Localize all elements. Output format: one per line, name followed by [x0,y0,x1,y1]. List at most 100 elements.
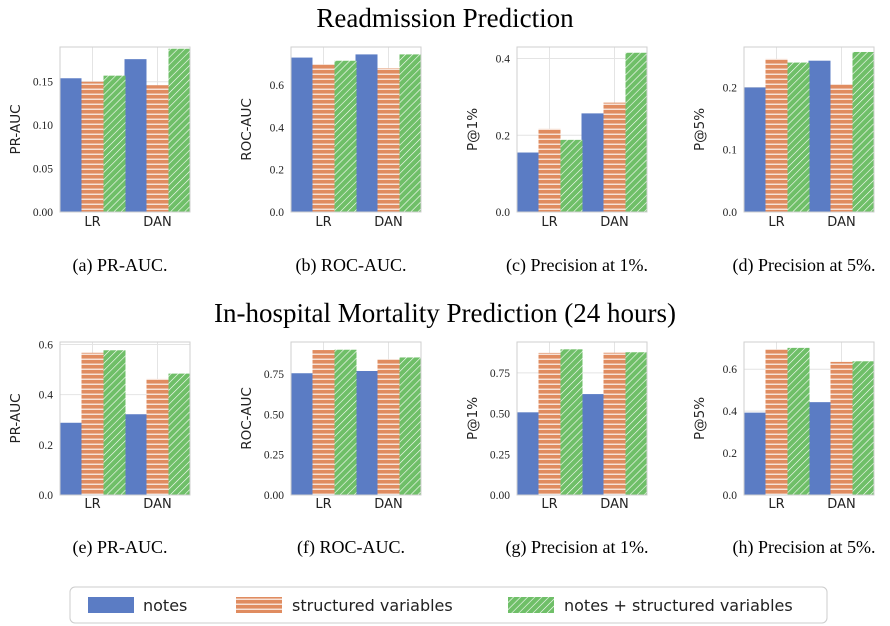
bar-combined [103,75,126,212]
y-tick-label: 0.2 [39,440,54,452]
bar-structured [603,102,626,212]
section-title-mortality: In-hospital Mortality Prediction (24 hou… [214,298,676,328]
chart-panel-3: 0.0 0.2 0.4 LR DAN P@1% (c) Precision at 1%. [465,46,648,276]
plot-frame [516,341,648,496]
bar-notes [808,60,831,212]
y-axis-label: PR-AUC [8,104,24,154]
y-axis-label: P@5% [692,108,708,151]
bar-notes [355,370,378,495]
bar-notes [290,373,313,495]
plot-frame [290,46,422,213]
bar-combined [168,48,191,212]
chart-panel-2: 0.0 0.2 0.4 0.6 LR DAN ROC-AUC (b) ROC-AUC. [239,46,422,276]
y-tick-label: 0.2 [723,448,738,460]
bar-structured [377,68,400,213]
bar-notes [124,414,147,495]
y-tick-label: 0.0 [723,490,738,502]
y-tick-label: 0.00 [33,207,53,219]
y-axis-label: ROC-AUC [239,387,255,450]
x-tick-label: DAN [827,497,855,512]
bar-combined [560,139,583,212]
bar-structured [765,349,788,495]
y-tick-label: 0.25 [490,449,510,461]
plot-frame [743,341,875,496]
chart-caption: (c) Precision at 1%. [506,255,648,276]
chart-panel-4: 0.0 0.1 0.2 LR DAN P@5% (d) Precision at 5%. [692,46,875,276]
bar-notes [290,57,313,213]
bar-structured [81,81,104,212]
y-tick-label: 0.00 [490,490,510,502]
chart-caption: (h) Precision at 5%. [733,537,876,558]
plot-frame [59,46,191,213]
bar-structured [146,85,169,212]
legend-label-notes: notes [143,596,187,615]
plot-frame [59,341,191,496]
bar-notes [59,78,82,213]
legend-label-combined: notes + structured variables [564,596,793,615]
y-tick-label: 0.50 [490,409,510,421]
chart-panel-8: 0.0 0.2 0.4 0.6 LR DAN P@5% (h) Precision at 5%… [692,341,876,558]
bar-structured [146,378,169,495]
y-tick-label: 0.10 [33,120,53,132]
chart-panel-6: 0.00 0.25 0.50 0.75 LR DAN ROC-AUC (f) ROC-AUC. [239,341,422,558]
y-tick-label: 0.0 [270,207,285,219]
plot-frame [290,341,422,496]
y-tick-label: 0.0 [496,207,511,219]
x-tick-label: DAN [374,497,402,512]
legend-frame [69,586,828,624]
x-tick-label: LR [84,497,100,512]
x-tick-label: LR [84,215,100,230]
bar-combined [560,349,583,495]
bar-combined [625,352,648,495]
x-tick-label: DAN [143,497,171,512]
x-tick-label: DAN [600,497,628,512]
bar-structured [312,350,335,495]
x-tick-label: DAN [374,215,402,230]
chart-caption: (e) PR-AUC. [73,537,168,558]
bar-notes [59,422,82,495]
bar-notes [516,152,539,212]
chart-caption: (g) Precision at 1%. [506,537,649,558]
y-tick-label: 0.25 [264,450,284,462]
y-tick-label: 0.75 [264,369,284,381]
chart-caption: (a) PR-AUC. [73,255,168,276]
bar-combined [787,347,810,495]
y-tick-label: 0.2 [270,165,285,177]
bar-notes [516,412,539,495]
bar-structured [603,352,626,495]
bar-notes [808,402,831,495]
y-tick-label: 0.6 [270,80,285,92]
x-tick-label: DAN [143,215,171,230]
section-title-readmission: Readmission Prediction [316,3,574,33]
bar-structured [538,352,561,495]
y-tick-label: 0.4 [496,54,511,66]
bar-structured [81,352,104,495]
plot-frame [743,46,875,213]
bar-structured [377,359,400,495]
chart-caption: (f) ROC-AUC. [297,537,405,558]
bar-structured [765,58,788,213]
x-tick-label: DAN [827,215,855,230]
y-axis-label: P@1% [465,108,481,151]
legend-swatch-structured [236,597,282,613]
x-tick-label: LR [768,215,784,230]
y-tick-label: 0.15 [33,77,53,89]
bar-notes [743,412,766,495]
x-tick-label: LR [768,497,784,512]
bar-notes [581,113,604,212]
chart-panel-1: 0.00 0.05 0.10 0.15 LR DAN PR-AUC (a) PR-AUC. [8,46,191,276]
legend-label-structured: structured variables [292,596,453,615]
y-tick-label: 0.2 [496,130,511,142]
y-axis-label: P@1% [465,397,481,440]
bar-combined [787,62,810,212]
bar-combined [399,357,422,495]
y-tick-label: 0.0 [39,490,54,502]
legend-swatch-notes [88,597,134,613]
chart-panel-7: 0.00 0.25 0.50 0.75 LR DAN P@1% (g) Precision a… [465,341,649,558]
y-axis-label: PR-AUC [8,393,24,443]
y-tick-label: 0.00 [264,490,284,502]
y-tick-label: 0.50 [264,409,284,421]
y-tick-label: 0.6 [39,340,54,352]
y-tick-label: 0.1 [723,145,738,157]
